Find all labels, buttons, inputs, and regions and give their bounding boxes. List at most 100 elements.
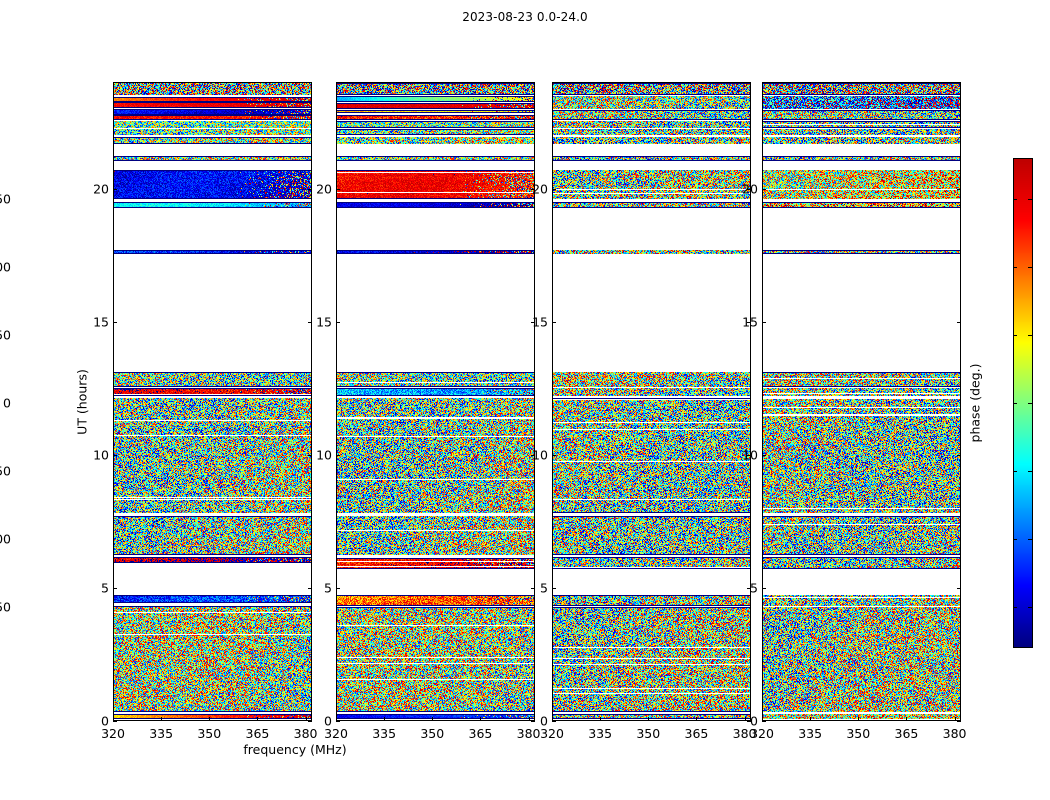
y-tick-mark [531,188,535,190]
panel-yy[interactable]: YY, V8*V11=EA07*EA26 [336,82,535,721]
y-tick-label: 20 [532,181,548,196]
y-tick-mark [957,587,961,589]
x-tick-mark [336,717,337,721]
y-tick-label: 20 [742,181,758,196]
x-tick-mark [209,717,211,721]
x-tick-mark [762,717,763,721]
x-tick-mark [257,717,259,721]
y-tick-mark [957,321,961,323]
y-tick-mark [336,587,340,589]
y-tick-mark [113,587,117,589]
y-tick-mark [957,721,961,722]
colorbar-tick-mark [1013,334,1017,336]
colorbar-tick-mark [1028,607,1032,609]
y-tick-mark [552,454,556,456]
x-tick-mark [432,717,434,721]
y-tick-label: 10 [316,447,332,463]
y-tick-mark [762,721,766,722]
y-tick-mark [747,188,751,190]
y-tick-mark [762,454,766,456]
x-tick-label: 380 [293,726,318,741]
y-tick-mark [336,721,340,722]
y-tick-mark [113,188,117,190]
y-tick-mark [747,587,751,589]
x-tick-mark [954,717,956,721]
colorbar-tick-mark [1013,471,1017,473]
y-tick-mark [336,188,340,190]
y-tick-mark [957,454,961,456]
y-tick-mark [531,321,535,323]
x-tick-mark [305,717,307,721]
colorbar-tick-label: −150 [0,599,11,615]
y-tick-mark [308,587,312,589]
x-tick-mark [906,717,908,721]
colorbar-tick-mark [1013,266,1017,268]
x-tick-mark [744,717,746,721]
colorbar-tick-label: 0 [3,395,11,411]
x-tick-label: 365 [468,726,493,741]
x-tick-mark [552,717,553,721]
y-tick-mark [552,721,556,722]
x-tick-label: 350 [420,726,445,741]
y-tick-label: 15 [532,314,548,330]
x-tick-label: 335 [149,726,174,741]
y-tick-mark [113,721,117,722]
colorbar-tick-mark [1028,539,1032,541]
x-tick-label: 365 [684,726,709,741]
y-tick-label: 0 [750,713,758,729]
y-tick-label: 15 [93,314,109,330]
colorbar-tick-mark [1028,198,1032,200]
x-tick-mark [696,717,698,721]
x-tick-label: 320 [750,726,774,741]
panel-yx[interactable]: YX, V8*V11=EA07*EA26 [762,82,961,721]
y-tick-mark [747,721,751,722]
figure-suptitle: 2023-08-23 0.0-24.0 [462,10,588,24]
y-tick-mark [762,321,766,323]
colorbar-tick-mark [1013,607,1017,609]
y-tick-mark [552,587,556,589]
y-tick-mark [308,454,312,456]
x-tick-label: 335 [588,726,613,741]
x-tick-label: 380 [942,726,967,741]
waterfall-image-yy [337,83,534,720]
colorbar-tick-mark [1028,403,1032,404]
x-tick-mark [384,717,386,721]
x-tick-label: 335 [372,726,397,741]
x-tick-label: 380 [516,726,541,741]
x-tick-mark [528,717,530,721]
y-tick-mark [957,188,961,190]
x-tick-mark [600,717,602,721]
y-tick-mark [552,321,556,323]
colorbar-tick-mark [1013,539,1017,541]
x-tick-mark [161,717,163,721]
y-tick-label: 10 [93,447,109,463]
x-tick-label: 380 [732,726,757,741]
x-axis-label: frequency (MHz) [243,742,347,757]
colorbar-tick-mark [1028,471,1032,473]
x-tick-mark [810,717,812,721]
panel-xy[interactable]: XY, V8*V11=EA07*EA26 [552,82,751,721]
y-tick-mark [336,454,340,456]
panel-xx[interactable]: XX, V8*V11=EA07*EA26 [113,82,312,721]
x-tick-label: 365 [894,726,919,741]
x-tick-mark [113,717,114,721]
y-tick-mark [531,454,535,456]
waterfall-image-yx [763,83,960,720]
x-tick-label: 350 [846,726,871,741]
y-tick-mark [113,454,117,456]
y-tick-mark [308,321,312,323]
y-tick-mark [531,721,535,722]
colorbar-tick-label: −100 [0,531,11,547]
colorbar-tick-mark [1013,403,1017,404]
colorbar-tick-mark [1028,334,1032,336]
y-tick-label: 15 [316,314,332,330]
colorbar-tick-label: 150 [0,191,11,207]
colorbar-tick-mark [1013,198,1017,200]
y-tick-mark [747,321,751,323]
y-tick-label: 10 [532,447,548,463]
y-tick-mark [113,321,117,323]
y-tick-label: 20 [93,181,109,196]
x-tick-mark [480,717,482,721]
colorbar-tick-label: −50 [0,463,11,479]
